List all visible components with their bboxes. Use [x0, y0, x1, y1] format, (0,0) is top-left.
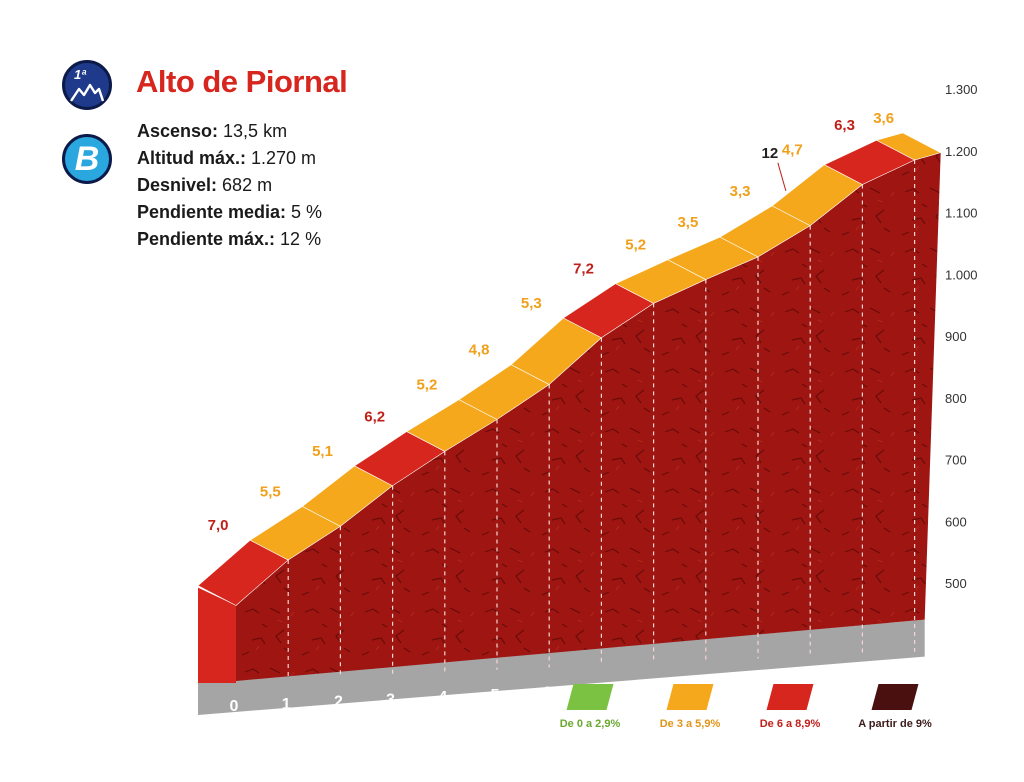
mountain-category-icon [70, 83, 105, 102]
gradient-label: 5,5 [260, 483, 281, 500]
max-gradient-label: 12 [762, 145, 779, 162]
gradient-label: 6,2 [364, 409, 385, 426]
legend-item-green: De 0 a 2,9% [535, 684, 645, 730]
gradient-label: 3,5 [677, 214, 698, 231]
legend-swatch-green [566, 684, 614, 710]
mountain-category-badge: 1ª [62, 60, 112, 110]
stat-pendiente-media: Pendiente media: 5 % [137, 202, 323, 222]
gradient-label: 3,3 [730, 183, 751, 200]
gradient-label: 5,2 [416, 377, 437, 394]
legend-label-red: De 6 a 8,9% [759, 718, 821, 730]
profile-front-face [198, 587, 236, 683]
x-tick-label: 2 [334, 694, 343, 711]
legend-label-green: De 0 a 2,9% [559, 718, 621, 730]
y-tick-label: 1.200 [945, 144, 978, 159]
y-tick-label: 500 [945, 576, 967, 591]
x-tick-label: 8 [647, 680, 656, 697]
gradient-label: 3,6 [873, 110, 894, 127]
x-tick-label: 5 [491, 687, 500, 704]
gradient-label: 6,3 [834, 117, 855, 134]
stat-pendiente-max: Pendiente máx.: 12 % [137, 229, 322, 249]
gradient-label: 7,0 [208, 517, 229, 534]
profile-base [198, 619, 925, 715]
stat-altitud: Altitud máx.: 1.270 m [137, 148, 317, 168]
gradient-label: 7,2 [573, 261, 594, 278]
legend-swatch-orange [666, 684, 714, 710]
profile-segment [875, 132, 942, 161]
gradient-legend: De 0 a 2,9% De 3 a 5,9% De 6 a 8,9% A pa… [0, 684, 1024, 744]
x-tick-label: 6 [543, 685, 552, 702]
y-tick-label: 1.100 [945, 206, 978, 221]
x-tick-label: 10 [747, 676, 765, 693]
max-gradient-pointer [777, 162, 787, 191]
y-tick-label: 1.000 [945, 267, 978, 282]
legend-item-red: De 6 a 8,9% [735, 684, 845, 730]
legend-label-darkred: A partir de 9% [858, 718, 932, 730]
legend-swatch-red [766, 684, 814, 710]
legend-swatch-darkred [871, 684, 919, 710]
gradient-label: 5,2 [625, 237, 646, 254]
gradient-label: 4,7 [782, 142, 803, 159]
gradient-label: 4,8 [469, 342, 490, 359]
y-tick-label: 800 [945, 391, 967, 406]
legend-label-orange: De 3 a 5,9% [659, 718, 721, 730]
category-label: 1ª [74, 67, 87, 82]
climb-title: Alto de Piornal [136, 64, 348, 99]
x-tick-label: 3 [386, 691, 395, 708]
x-tick-label: 12 [852, 671, 870, 688]
letter-badge: B [62, 134, 112, 184]
x-tick-label: 1 [282, 696, 291, 713]
stat-ascenso: Ascenso: 13,5 km [137, 121, 288, 141]
gradient-label: 5,3 [521, 295, 542, 312]
x-tick-label: 4 [438, 689, 447, 706]
y-tick-label: 1.300 [945, 82, 978, 97]
profile-body [236, 152, 941, 682]
gradient-label: 5,1 [312, 443, 333, 460]
y-tick-label: 700 [945, 453, 967, 468]
x-tick-label: 0 [230, 698, 239, 715]
y-tick-label: 600 [945, 514, 967, 529]
stats-block: Ascenso: 13,5 km Altitud máx.: 1.270 m D… [137, 118, 322, 253]
legend-item-darkred: A partir de 9% [840, 684, 950, 730]
legend-item-orange: De 3 a 5,9% [635, 684, 745, 730]
badge-letter: B [74, 139, 100, 178]
stat-desnivel: Desnivel: 682 m [137, 175, 273, 195]
x-tick-label: 13 [904, 669, 922, 686]
y-tick-label: 900 [945, 329, 967, 344]
